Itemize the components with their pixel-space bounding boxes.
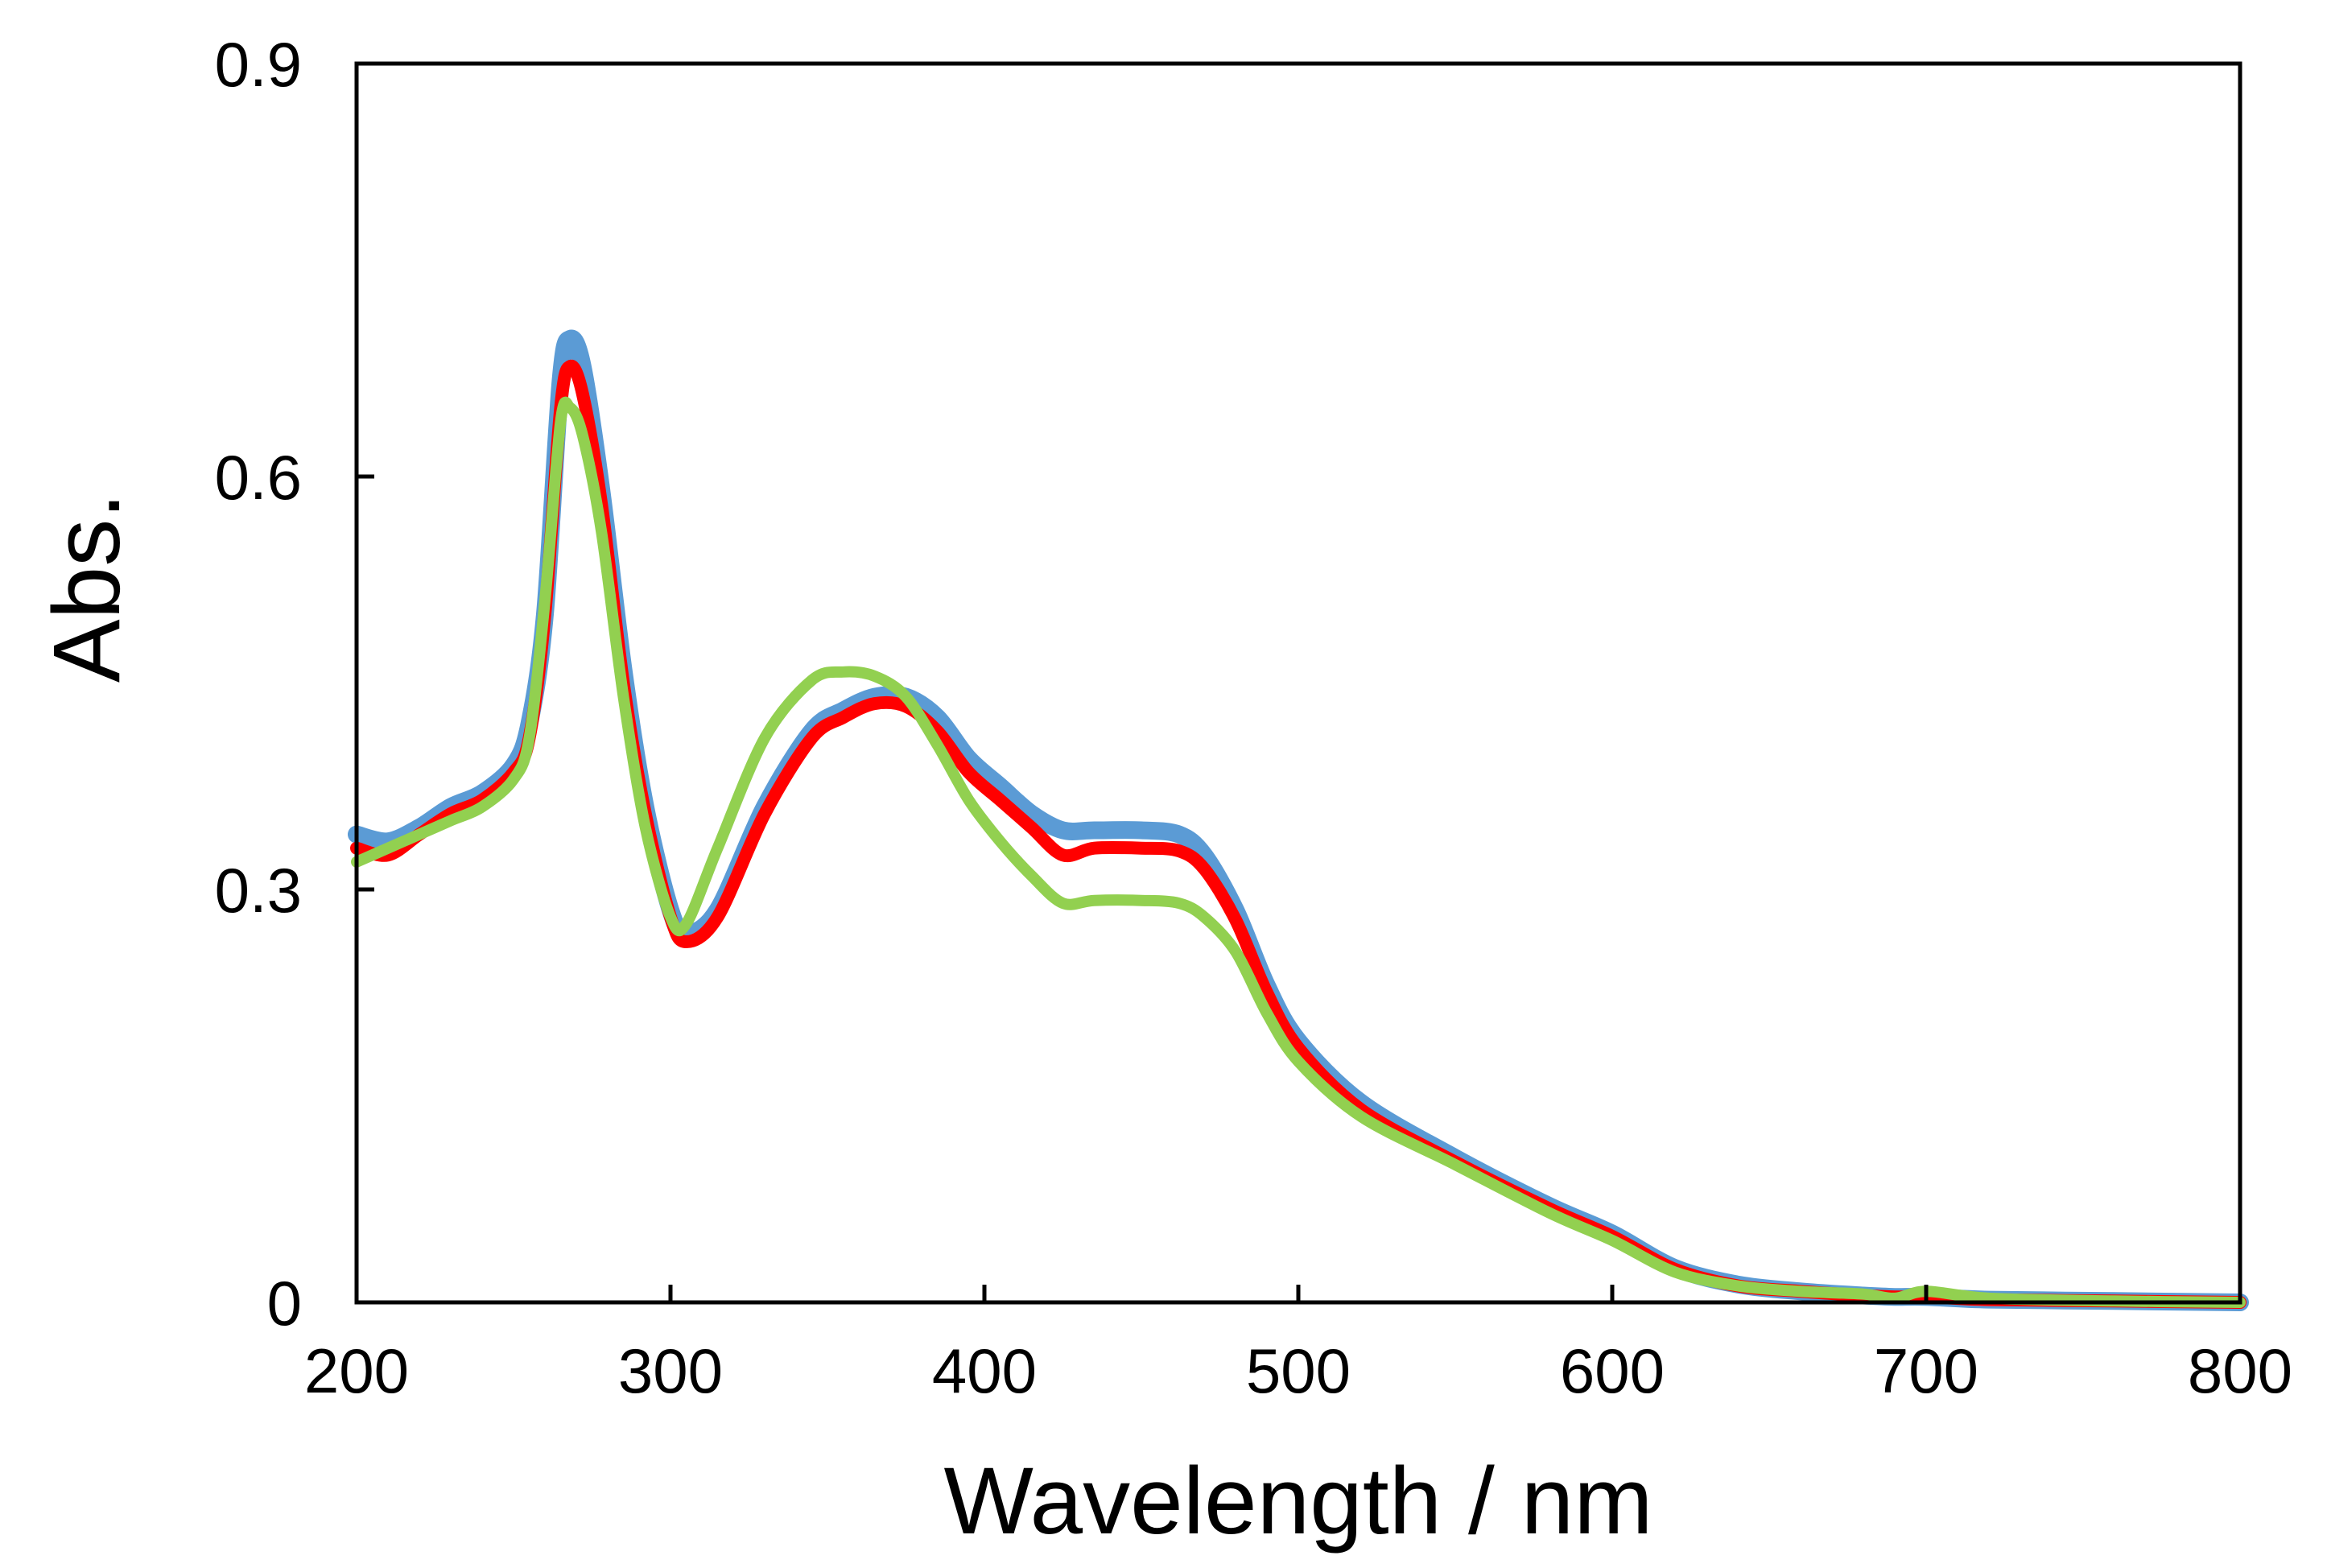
x-tick-label-600: 600: [1560, 1335, 1665, 1406]
x-tick-label-200: 200: [304, 1335, 409, 1406]
x-axis-title: Wavelength / nm: [943, 1448, 1652, 1554]
x-tick-label-500: 500: [1246, 1335, 1351, 1406]
series-line-green: [351, 396, 2246, 1308]
x-tick-label-800: 800: [2188, 1335, 2292, 1406]
plot-area-frame: [354, 61, 2242, 1305]
series-line-red: [350, 359, 2247, 1309]
x-tick-label-300: 300: [618, 1335, 723, 1406]
series-layer: [348, 329, 2249, 1311]
y-tick-label-0.3: 0.3: [215, 855, 302, 926]
x-tick-label-700: 700: [1874, 1335, 1978, 1406]
y-tick-label-0: 0: [267, 1268, 302, 1339]
y-tick-label-0.9: 0.9: [215, 29, 302, 100]
y-tick-label-0.6: 0.6: [215, 442, 302, 513]
labels-layer: 200 300 400 500 600 700 800 0 0.3 0.6 0.9: [215, 29, 2293, 1406]
ticks-layer: [354, 61, 2242, 1305]
x-tick-label-400: 400: [932, 1335, 1037, 1406]
y-axis-title: Abs.: [34, 493, 140, 683]
